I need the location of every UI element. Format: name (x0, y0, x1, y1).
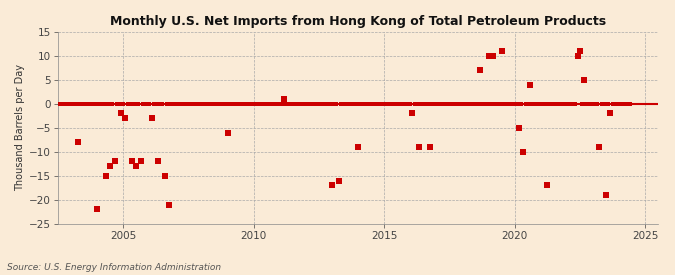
Title: Monthly U.S. Net Imports from Hong Kong of Total Petroleum Products: Monthly U.S. Net Imports from Hong Kong … (110, 15, 606, 28)
Y-axis label: Thousand Barrels per Day: Thousand Barrels per Day (15, 64, 25, 191)
Text: Source: U.S. Energy Information Administration: Source: U.S. Energy Information Administ… (7, 263, 221, 272)
